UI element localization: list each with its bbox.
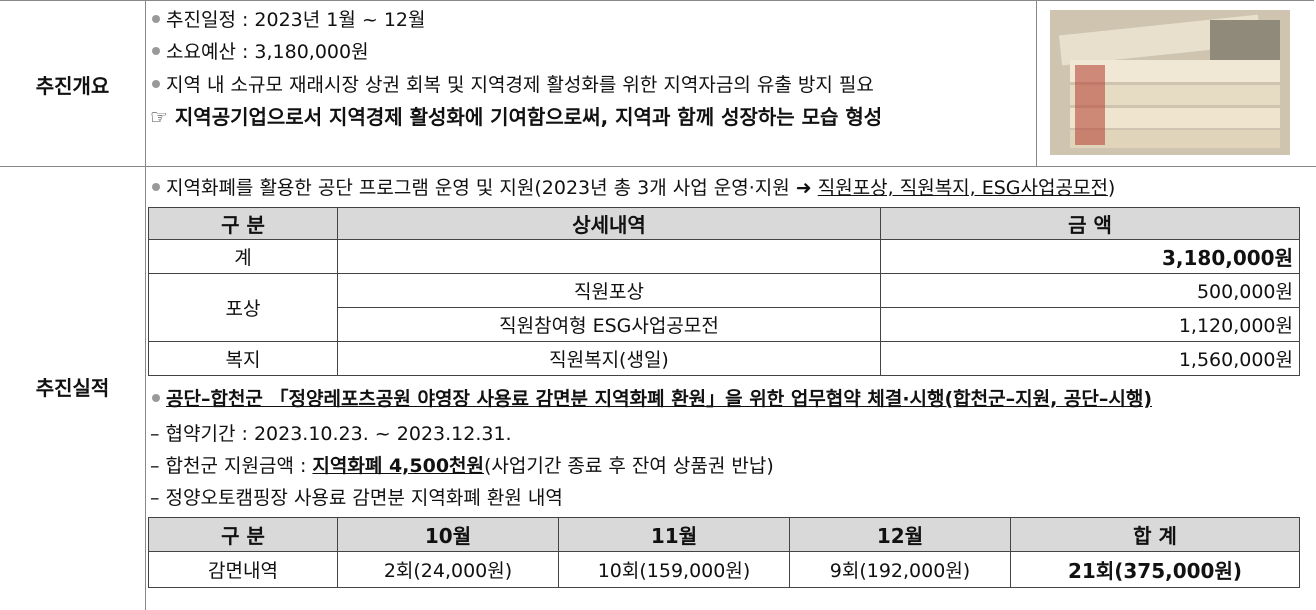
cell: 계: [149, 240, 338, 274]
text: – 합천군 지원금액 :: [150, 455, 312, 477]
text: 소요예산 : 3,180,000원: [166, 41, 369, 63]
underlined-text: 공단–합천군 「정양레포츠공원 야영장 사용료 감면분 지역화폐 환원」을 위한…: [166, 388, 1152, 410]
bullet: 지역 내 소규모 재래시장 상권 회복 및 지역경제 활성화를 위한 지역자금의…: [150, 69, 874, 101]
bullet: 소요예산 : 3,180,000원: [150, 36, 369, 68]
header-cell: 상세내역: [338, 208, 881, 240]
cell: 감면내역: [149, 552, 338, 588]
photo: [1050, 10, 1290, 155]
header-cell: 금 액: [881, 208, 1300, 240]
cell: 3,180,000원: [881, 240, 1300, 274]
cell: 직원포상: [338, 274, 881, 308]
dash-line: – 합천군 지원금액 : 지역화폐 4,500천원(사업기간 종료 후 잔여 상…: [150, 450, 774, 482]
header-cell: 합 계: [1011, 518, 1300, 552]
bullet: 지역화폐를 활용한 공단 프로그램 운영 및 지원(2023년 총 3개 사업 …: [150, 172, 1115, 204]
bullet: 공단–합천군 「정양레포츠공원 야영장 사용료 감면분 지역화폐 환원」을 위한…: [150, 383, 1152, 415]
section-label: 추진실적: [0, 372, 145, 401]
header-cell: 구 분: [149, 518, 338, 552]
cell: 10회(159,000원): [559, 552, 790, 588]
underlined-text: 직원포상, 직원복지, ESG사업공모전: [818, 177, 1108, 199]
cell: 1,560,000원: [881, 342, 1300, 376]
underlined-text: 지역화폐 4,500천원: [312, 455, 484, 477]
cell: 500,000원: [881, 274, 1300, 308]
bullet: 추진일정 : 2023년 1월 ~ 12월: [150, 4, 426, 36]
dash-line: – 협약기간 : 2023.10.23. ~ 2023.12.31.: [150, 418, 512, 450]
cell: [338, 240, 881, 274]
cell: 복지: [149, 342, 338, 376]
header-cell: 12월: [790, 518, 1011, 552]
header-cell: 11월: [559, 518, 790, 552]
cell: 직원참여형 ESG사업공모전: [338, 308, 881, 342]
header-cell: 구 분: [149, 208, 338, 240]
cell: 9회(192,000원): [790, 552, 1011, 588]
text: 지역화폐를 활용한 공단 프로그램 운영 및 지원(2023년 총 3개 사업 …: [166, 177, 818, 199]
page: 추진개요 추진실적 추진일정 : 2023년 1월 ~ 12월 소요예산 : 3…: [0, 0, 1316, 609]
cell: 포상: [149, 274, 338, 342]
text: (사업기간 종료 후 잔여 상품권 반납): [484, 455, 774, 477]
emphasis: ☞ 지역공기업으로서 지역경제 활성화에 기여함으로써, 지역과 함께 성장하는…: [150, 101, 882, 133]
cell: 21회(375,000원): [1011, 552, 1300, 588]
header-cell: 10월: [338, 518, 559, 552]
dash-line: – 정양오토캠핑장 사용료 감면분 지역화폐 환원 내역: [150, 482, 563, 514]
cell: 1,120,000원: [881, 308, 1300, 342]
text: 추진일정 : 2023년 1월 ~ 12월: [166, 9, 426, 31]
text: 지역 내 소규모 재래시장 상권 회복 및 지역경제 활성화를 위한 지역자금의…: [166, 74, 874, 96]
text: ): [1108, 177, 1115, 199]
section-label: 추진개요: [0, 70, 145, 99]
cell: 2회(24,000원): [338, 552, 559, 588]
cell: 직원복지(생일): [338, 342, 881, 376]
